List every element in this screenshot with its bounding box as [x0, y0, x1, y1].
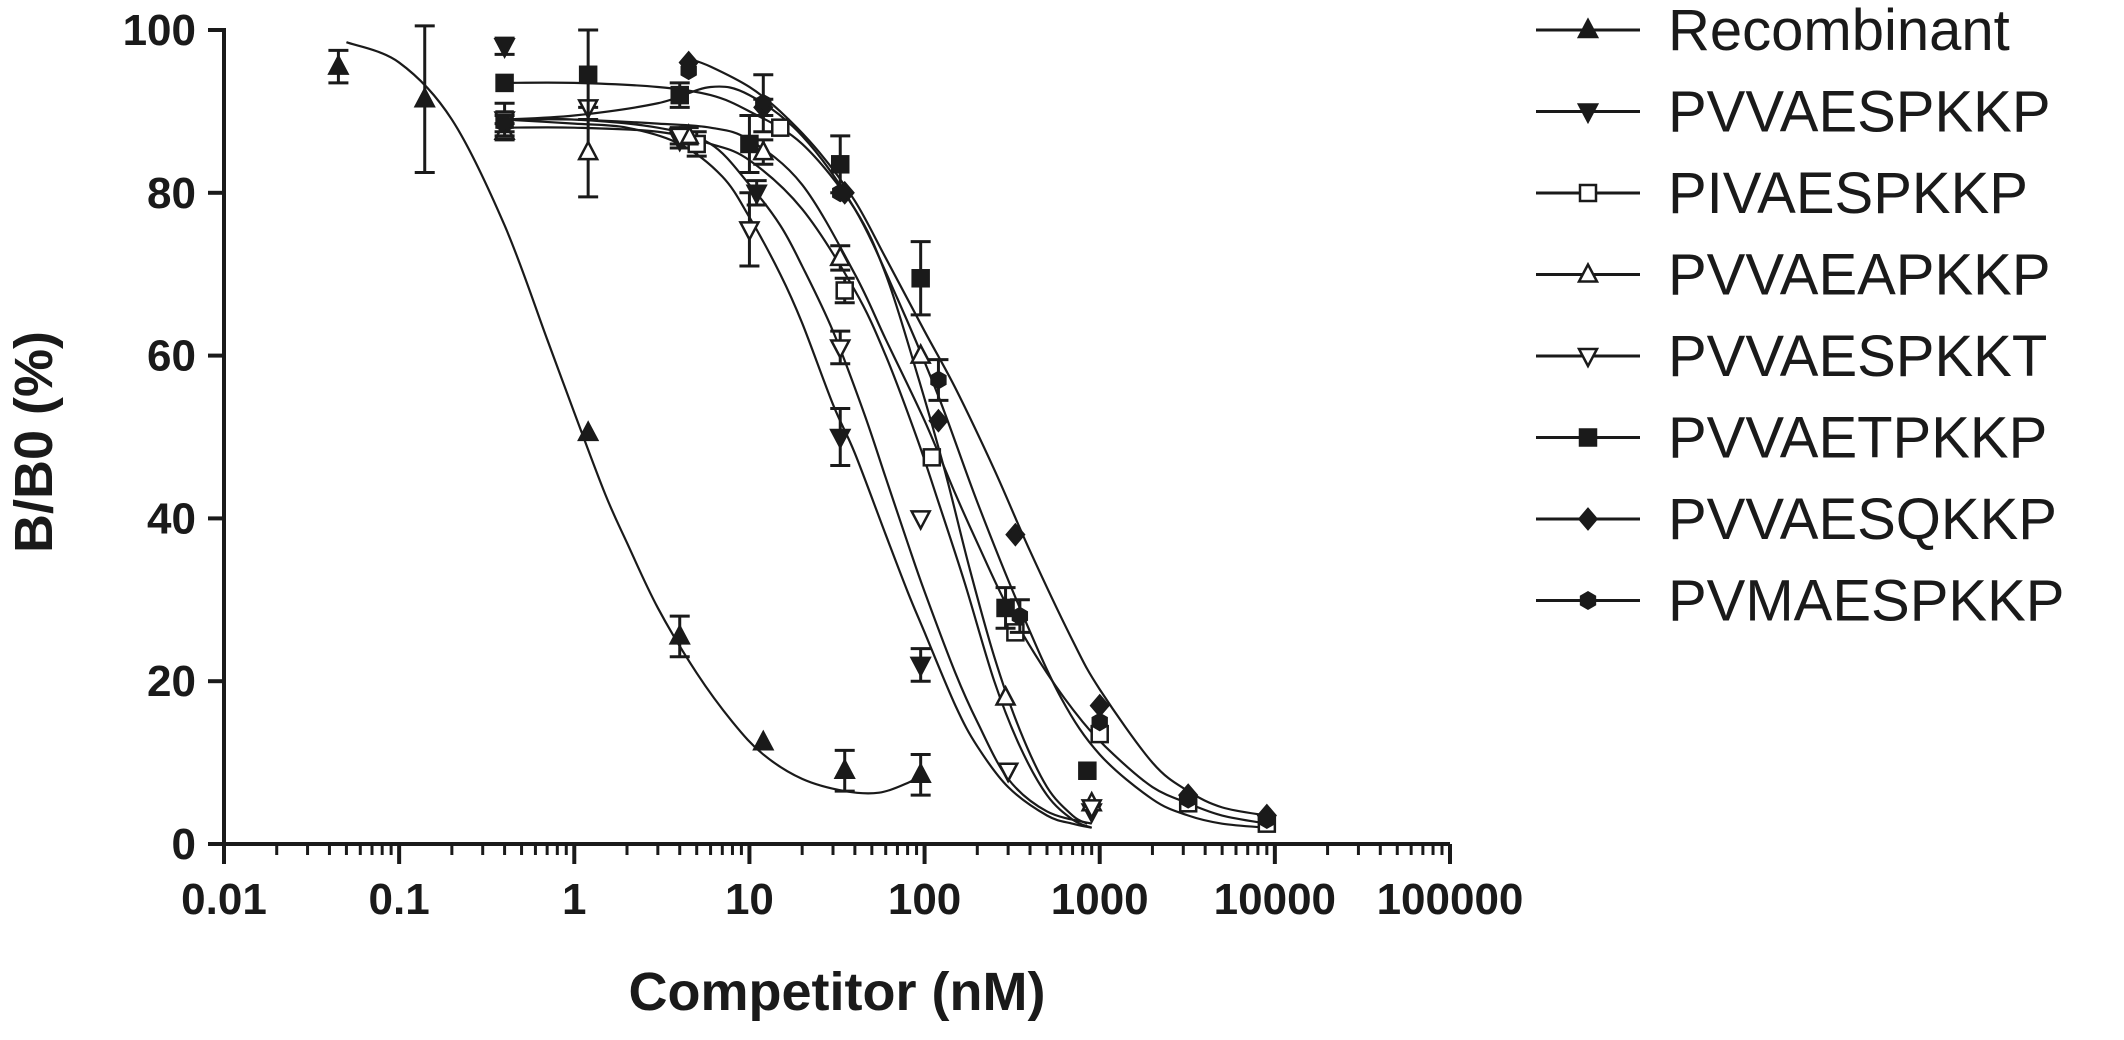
y-tick-label: 100 — [123, 6, 196, 55]
data-point — [832, 183, 849, 203]
fit-curve-6 — [504, 81, 1088, 825]
x-tick-label: 10 — [725, 875, 774, 924]
data-point — [496, 114, 513, 134]
data-point — [680, 61, 697, 81]
data-point — [1091, 712, 1108, 732]
data-point — [738, 221, 761, 243]
legend-label: PIVAESPKKP — [1668, 161, 2028, 226]
data-point — [670, 85, 689, 105]
data-point — [1180, 789, 1197, 809]
data-point — [668, 623, 691, 645]
data-point — [1080, 799, 1103, 821]
data-point — [668, 127, 691, 149]
data-point — [830, 155, 850, 174]
data-point — [909, 656, 932, 678]
data-point — [996, 598, 1015, 618]
data-points — [327, 24, 1277, 833]
data-point — [994, 684, 1017, 706]
fit-curve-7 — [688, 57, 1268, 817]
fit-curve-4 — [504, 126, 1093, 829]
data-point — [930, 370, 947, 390]
x-tick-label: 0.01 — [181, 875, 267, 924]
data-point — [740, 134, 759, 154]
legend-marker — [1576, 261, 1600, 283]
data-point — [829, 245, 852, 267]
data-point — [413, 86, 436, 108]
legend-label: PVVAESQKKP — [1668, 487, 2057, 552]
data-point — [771, 118, 790, 137]
data-point — [493, 38, 516, 59]
y-tick-label: 60 — [147, 332, 196, 381]
data-point — [327, 53, 350, 75]
x-tick-label: 100 — [888, 875, 961, 924]
fit-curve-5 — [504, 117, 1092, 825]
data-point — [577, 139, 600, 161]
data-point — [911, 269, 930, 288]
data-point — [835, 281, 854, 300]
y-axis-title: B/B0 (%) — [4, 331, 64, 553]
fit-curves — [346, 41, 1268, 829]
data-point — [577, 420, 600, 442]
fit-curve-8 — [504, 85, 1267, 829]
data-point — [909, 342, 932, 364]
legend-marker — [1579, 591, 1597, 610]
legend-marker — [1576, 17, 1600, 39]
y-tick-label: 40 — [147, 494, 196, 543]
legend-label: Recombinant — [1668, 0, 2010, 63]
data-point — [922, 448, 942, 467]
x-axis-title: Competitor (nM) — [629, 962, 1046, 1022]
data-point — [909, 762, 932, 784]
fit-curve-2 — [504, 118, 1092, 829]
data-point — [997, 762, 1020, 784]
legend: Recombinant PVVAESPKKP PIVAESPKKP PVVAEAPKK… — [1536, 0, 2064, 634]
y-tick-label: 0 — [172, 820, 196, 869]
legend-label: PVVAESPKKP — [1668, 80, 2051, 145]
axes: 0 20 40 60 80 100 0.01 0.1 1 10 100 1000 10000 100000 — [123, 6, 1524, 924]
y-tick-label: 80 — [147, 169, 196, 218]
y-tick-label: 20 — [147, 657, 196, 706]
x-tick-label: 0.1 — [369, 875, 430, 924]
data-point — [833, 758, 856, 779]
data-point — [928, 408, 949, 433]
data-point — [1005, 522, 1026, 547]
data-point — [578, 65, 598, 85]
legend-marker — [1576, 103, 1600, 125]
data-point — [829, 428, 852, 450]
legend-marker — [1578, 428, 1598, 447]
fit-curve-3 — [504, 118, 1268, 825]
legend-marker — [1577, 507, 1599, 531]
legend-label: PVMAESPKKP — [1668, 569, 2064, 634]
legend-label: PVVAEAPKKP — [1668, 243, 2051, 308]
x-tick-label: 1 — [562, 875, 586, 924]
x-tick-label: 1000 — [1051, 875, 1149, 924]
data-point — [1011, 606, 1029, 626]
data-point — [909, 510, 932, 532]
data-point — [1258, 810, 1276, 830]
legend-label: PVVAETPKKP — [1668, 406, 2047, 471]
data-point — [495, 73, 514, 93]
fit-curve-1 — [346, 41, 922, 795]
x-tick-label: 100000 — [1377, 875, 1524, 924]
data-point — [752, 729, 775, 751]
legend-marker — [1576, 347, 1600, 369]
data-point — [752, 139, 775, 161]
legend-label: PVVAESPKKT — [1668, 324, 2047, 389]
data-point — [755, 93, 772, 113]
legend-marker — [1578, 183, 1598, 203]
data-point — [1078, 761, 1097, 780]
x-tick-label: 10000 — [1214, 875, 1336, 924]
data-point — [829, 339, 852, 361]
